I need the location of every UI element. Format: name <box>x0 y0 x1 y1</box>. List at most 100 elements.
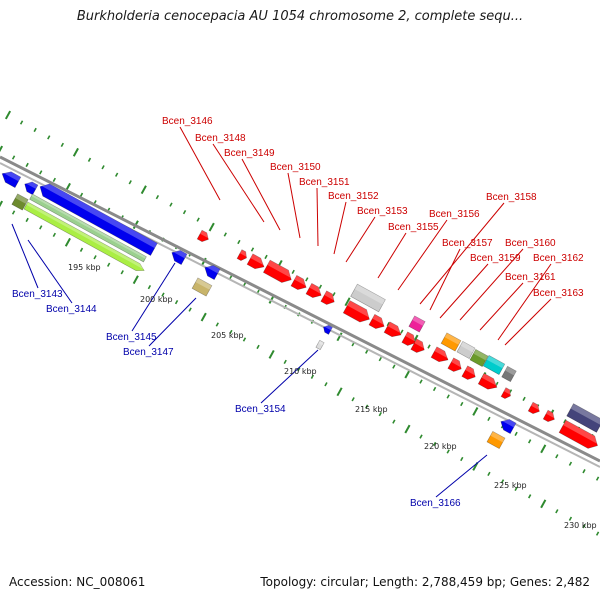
feature-highlight <box>294 275 307 287</box>
gene-3143-shape <box>11 193 29 211</box>
gene-3146-shape <box>196 229 209 242</box>
scale-tick-label: 225 kbp <box>494 481 527 490</box>
tick-mark <box>419 379 423 384</box>
tick-mark <box>101 165 105 170</box>
scale-tick-label: 195 kbp <box>68 263 101 272</box>
leader-line <box>439 263 489 319</box>
feature-highlight <box>414 338 425 349</box>
gene-3163-shape <box>501 365 517 383</box>
tick-mark <box>72 147 79 157</box>
feature-highlight <box>2 171 21 182</box>
tick-mark <box>472 407 479 416</box>
gene-label: Bcen_3152 <box>328 191 379 202</box>
gene-label: Bcen_3148 <box>195 133 246 144</box>
feature-shape <box>461 365 476 380</box>
tick-mark <box>242 337 247 342</box>
feature-shape <box>501 365 517 383</box>
gene-label: Bcen_3159 <box>470 253 521 264</box>
gene-3161-shape <box>477 372 498 390</box>
gene-3152-shape <box>320 290 335 305</box>
tick-mark <box>514 431 518 436</box>
feature-shape <box>500 419 517 435</box>
feature-highlight <box>324 290 335 301</box>
gene-labels: Bcen_3146 Bcen_3148 Bcen_3149 Bcen_3150 Bcen… <box>12 116 584 509</box>
topology-text: Topology: circular; Length: 2,788,459 bp… <box>260 575 590 589</box>
gene-3160-shape <box>461 365 476 380</box>
tick-mark <box>318 284 323 289</box>
feature-shape <box>1 171 22 189</box>
gene-features <box>1 171 600 450</box>
feature-highlight <box>323 325 333 331</box>
feature-highlight <box>200 230 209 239</box>
scale-labels: 195 kbp 200 kbp 205 kbp 210 kbp 215 kbp 220 k… <box>68 263 597 530</box>
tick-mark <box>540 499 547 509</box>
tick-mark <box>223 232 227 237</box>
feature-highlight <box>505 366 517 376</box>
tick-mark <box>174 299 179 305</box>
feature-highlight <box>309 283 322 295</box>
gene-3149-shape <box>262 259 292 283</box>
tick-mark <box>555 454 559 459</box>
tick-mark <box>432 386 437 392</box>
tick-mark <box>310 374 315 379</box>
feature-shape <box>368 313 385 329</box>
feature-shape <box>500 387 511 399</box>
leader-line <box>435 454 488 498</box>
tick-mark <box>487 416 491 422</box>
gene-3168-shape <box>558 419 599 449</box>
feature-highlight <box>354 284 386 305</box>
gene-label: Bcen_3144 <box>46 304 97 315</box>
leader-line <box>497 263 552 341</box>
tick-mark <box>487 471 491 477</box>
feature-shape <box>323 324 333 335</box>
tick-mark <box>460 456 464 462</box>
leader-line <box>179 126 221 201</box>
feature-highlight <box>501 419 517 428</box>
gene-3162-shape <box>482 354 506 376</box>
gene-label: Bcen_3153 <box>357 206 408 217</box>
leader-line <box>504 298 552 346</box>
tick-mark <box>283 359 287 365</box>
tick-mark <box>568 516 573 521</box>
tick-mark <box>215 322 219 327</box>
tick-mark <box>256 344 260 350</box>
tick-mark <box>336 332 343 342</box>
leader-line <box>479 282 524 331</box>
feature-shape <box>171 250 188 266</box>
leader-line <box>419 202 505 305</box>
gene-3166a-shape <box>500 419 517 435</box>
tick-mark <box>419 434 423 439</box>
tick-mark <box>25 217 29 223</box>
tick-mark <box>33 127 37 133</box>
tick-mark <box>540 444 547 454</box>
tick-mark <box>404 369 411 379</box>
tick-mark <box>528 494 532 499</box>
tick-mark <box>11 210 16 215</box>
feature-shape <box>315 339 325 351</box>
tick-mark <box>555 509 559 514</box>
feature-highlight <box>563 420 599 445</box>
tick-mark <box>514 486 518 491</box>
feature-highlight <box>546 410 555 419</box>
tick-mark <box>132 275 139 285</box>
map-title: Burkholderia cenocepacia AU 1054 chromos… <box>76 9 524 24</box>
tick-mark <box>120 270 124 275</box>
tick-mark <box>365 404 369 409</box>
scale-tick-label: 200 kbp <box>140 295 173 304</box>
feature-shape <box>566 403 600 433</box>
tick-mark <box>446 394 450 399</box>
scale-tick-label: 205 kbp <box>211 331 244 340</box>
gene-3165-shape <box>542 409 555 422</box>
gene-label: Bcen_3158 <box>486 192 537 203</box>
feature-highlight <box>412 315 426 326</box>
leader-line <box>333 201 347 255</box>
scale-tick-label: 230 kbp <box>564 521 597 530</box>
gene-3148a-shape <box>236 249 247 261</box>
leader-line <box>377 232 407 279</box>
feature-shape <box>430 346 449 363</box>
feature-highlight <box>40 183 158 249</box>
tick-mark <box>19 120 24 125</box>
feature-shape <box>440 332 462 352</box>
tick-mark <box>324 382 328 387</box>
